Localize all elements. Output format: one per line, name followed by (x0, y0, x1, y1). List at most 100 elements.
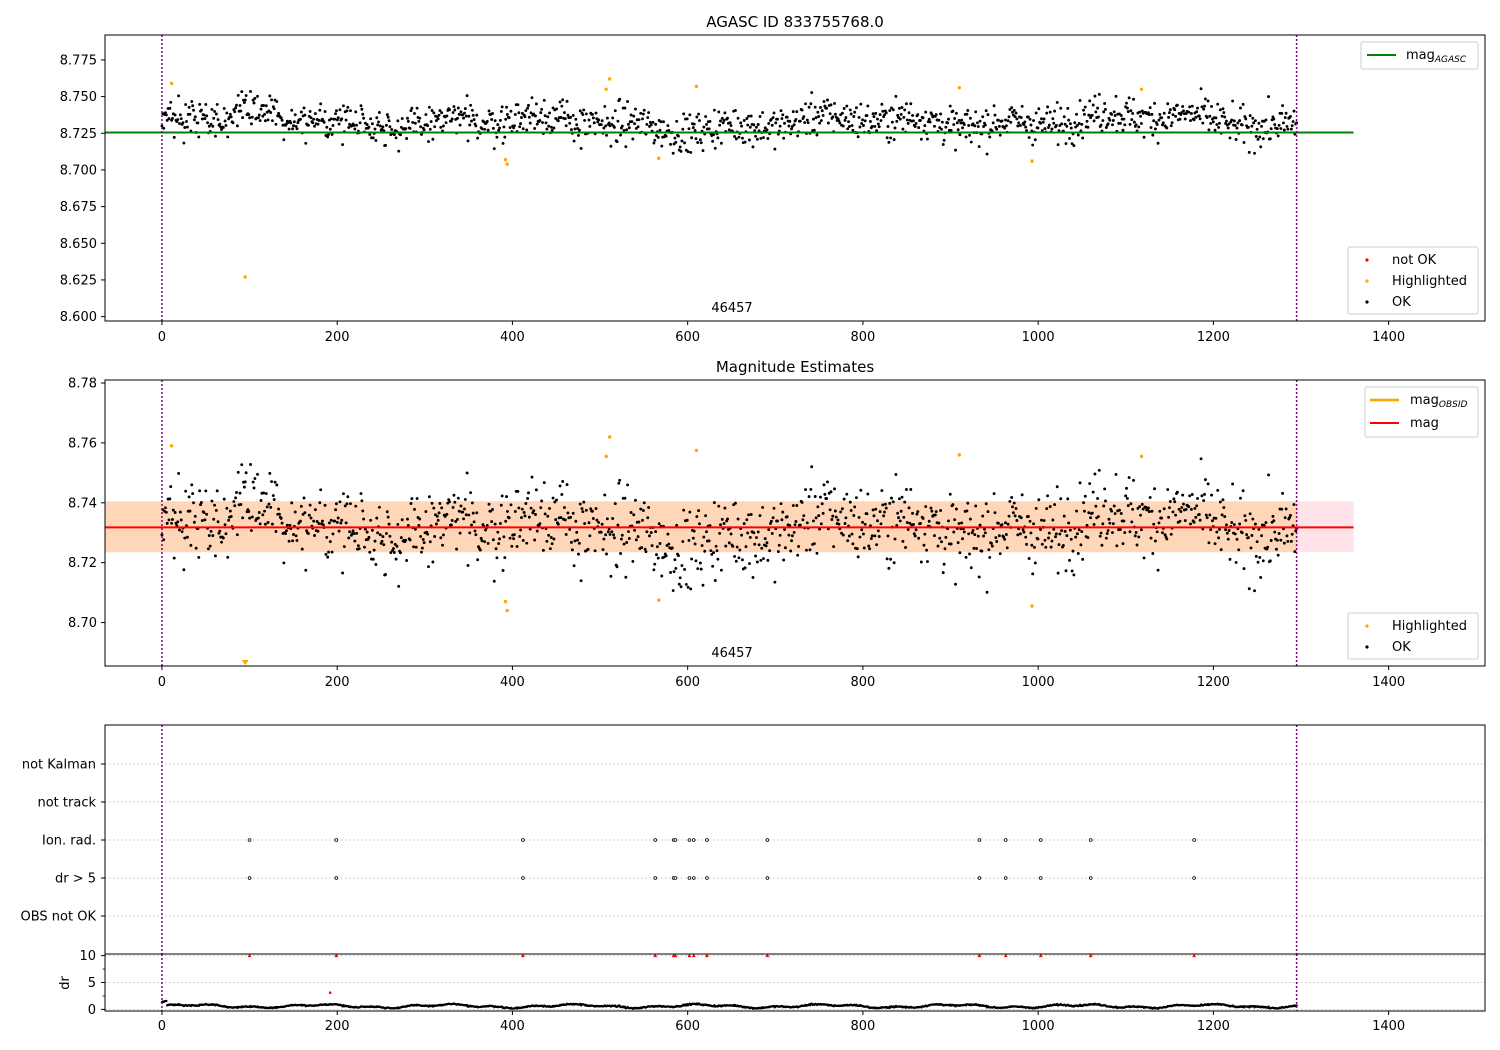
ok-point (365, 530, 369, 534)
ok-point (818, 121, 822, 125)
ok-point (748, 138, 751, 142)
ok-point (774, 121, 778, 125)
ok-point (1013, 514, 1017, 518)
ok-point (1081, 557, 1085, 561)
ok-point (1183, 519, 1187, 523)
ok-point (973, 124, 977, 128)
ok-point (1082, 112, 1086, 116)
ok-point (420, 546, 424, 550)
ok-point (958, 133, 962, 137)
ok-point (257, 511, 261, 514)
ok-point (669, 571, 672, 574)
ok-point (453, 500, 457, 504)
ok-point (742, 118, 746, 122)
ok-point (546, 514, 550, 518)
ok-point (578, 109, 582, 113)
ok-point (1292, 503, 1296, 506)
ok-point (651, 120, 655, 124)
ok-point (949, 128, 953, 132)
ok-point (1289, 513, 1292, 517)
ok-point (1268, 559, 1272, 563)
ok-point (1131, 507, 1135, 511)
ok-point (605, 517, 609, 521)
ok-point (926, 560, 929, 563)
ok-point (459, 504, 463, 508)
ok-point (694, 559, 698, 563)
ok-point (1138, 110, 1142, 114)
ok-point (547, 124, 551, 128)
ok-point (780, 117, 784, 120)
ok-point (1042, 519, 1046, 522)
ok-point (264, 104, 268, 108)
ok-point (1233, 532, 1237, 536)
ok-point (507, 116, 511, 120)
ok-point (234, 106, 238, 110)
ok-point (683, 141, 687, 145)
ok-point (1188, 105, 1192, 109)
ok-point (510, 544, 514, 548)
ok-point (1241, 489, 1245, 493)
ok-point (815, 551, 819, 555)
ok-point (1240, 123, 1244, 127)
ok-point (527, 115, 531, 119)
ok-point (467, 513, 471, 517)
ok-point (490, 520, 494, 524)
ok-point (707, 127, 711, 131)
ok-point (456, 496, 460, 500)
ok-point (1083, 105, 1087, 109)
ok-point (1199, 457, 1203, 461)
x-tick-label: 1400 (1372, 1019, 1405, 1034)
ok-point (948, 492, 952, 496)
ok-point (940, 127, 943, 131)
ok-point (256, 94, 259, 98)
ok-point (626, 483, 630, 487)
ok-point (1125, 486, 1128, 490)
ok-point (876, 117, 879, 121)
ok-point (328, 540, 332, 544)
ok-point (1168, 108, 1172, 112)
ok-point (923, 124, 927, 128)
flag-point (687, 838, 692, 842)
ok-point (704, 514, 708, 518)
legend-ok-marker (1365, 300, 1369, 304)
ok-point (1209, 528, 1213, 532)
ok-point (204, 489, 208, 493)
ok-point (340, 518, 344, 522)
ok-point (487, 109, 491, 113)
highlighted-point (503, 599, 508, 604)
ok-point (1104, 499, 1107, 503)
ok-point (552, 126, 556, 130)
ok-point (608, 532, 612, 536)
ok-point (534, 488, 538, 492)
ok-point (405, 559, 409, 562)
ok-point (1289, 114, 1292, 118)
ok-point (983, 123, 987, 127)
ok-point (1213, 542, 1217, 546)
dr-clipped-marker (1038, 953, 1043, 958)
ok-point (798, 119, 802, 123)
magnitude-axes: 0 200 400 600 800 1000 1200 14008.6008.6258.650… (60, 53, 1405, 345)
ok-point (1007, 115, 1011, 119)
ok-point (323, 503, 327, 507)
ok-point (1243, 115, 1247, 119)
ok-point (436, 518, 440, 522)
ok-point (983, 531, 987, 535)
ok-point (1112, 110, 1116, 114)
ok-point (924, 505, 928, 508)
ok-point (1057, 543, 1061, 547)
ok-point (548, 111, 551, 115)
ok-point (1122, 519, 1126, 523)
ok-point (1187, 505, 1191, 509)
ok-point (1266, 545, 1270, 549)
x-tick-label: 1400 (1372, 330, 1405, 345)
ok-point (479, 536, 483, 540)
ok-point (556, 119, 560, 123)
ok-point (959, 121, 963, 125)
ok-point (723, 506, 727, 510)
ok-point (410, 106, 414, 110)
ok-point (990, 544, 994, 548)
ok-point (448, 108, 452, 112)
ok-point (817, 115, 821, 118)
ok-point (952, 530, 956, 534)
ok-point (855, 547, 859, 551)
